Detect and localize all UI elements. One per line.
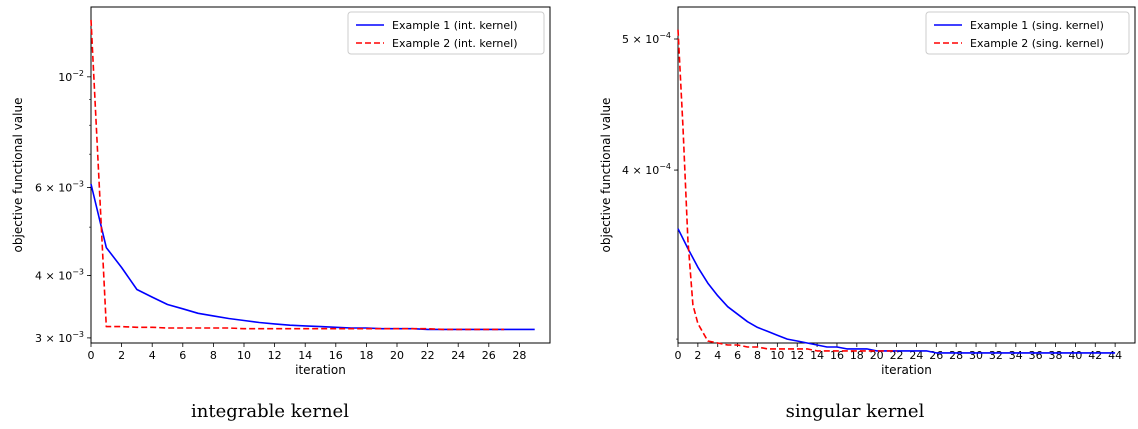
x-tick-label: 10 <box>237 349 251 362</box>
legend-label-1: Example 1 (sing. kernel) <box>970 19 1104 32</box>
x-tick-label: 42 <box>1088 349 1102 362</box>
x-tick-label: 44 <box>1108 349 1122 362</box>
x-tick-label: 2 <box>694 349 701 362</box>
legend-box <box>925 11 1130 55</box>
x-tick-label: 0 <box>675 349 682 362</box>
x-tick-label: 2 <box>118 349 125 362</box>
panel-caption: integrable kernel <box>191 401 349 422</box>
panel-caption: singular kernel <box>786 401 925 422</box>
y-tick-label: 5 × 10−4 <box>622 31 671 46</box>
x-tick-label: 24 <box>909 349 923 362</box>
x-tick-label: 12 <box>790 349 804 362</box>
x-tick-label: 10 <box>770 349 784 362</box>
x-tick-label: 18 <box>359 349 373 362</box>
x-tick-label: 18 <box>850 349 864 362</box>
chart-panel-2: 0 2 4 6 8 10 12 14 16 18 20 22 24 26 28 30 32 34 36 38 40 42 4… <box>599 6 1136 422</box>
series-line-2 <box>90 19 505 331</box>
x-tick-label: 8 <box>754 349 761 362</box>
x-tick-label: 6 <box>179 349 186 362</box>
legend-box <box>347 11 545 55</box>
x-axis-label: iteration <box>295 363 346 377</box>
x-tick-label: 26 <box>929 349 943 362</box>
y-axis-label: objective functional value <box>11 98 25 253</box>
x-tick-label: 16 <box>830 349 844 362</box>
x-tick-label: 28 <box>949 349 963 362</box>
x-tick-label: 4 <box>149 349 156 362</box>
x-tick-label: 4 <box>714 349 721 362</box>
x-tick-label: 6 <box>734 349 741 362</box>
x-tick-label: 20 <box>390 349 404 362</box>
x-tick-label: 34 <box>1009 349 1023 362</box>
x-tick-label: 38 <box>1049 349 1063 362</box>
x-tick-label: 24 <box>451 349 465 362</box>
legend: Example 1 (int. kernel) Example 2 (int. k… <box>347 11 545 55</box>
x-tick-label: 26 <box>482 349 496 362</box>
y-axis-label: objective functional value <box>599 98 613 253</box>
x-tick-label: 14 <box>298 349 312 362</box>
legend-label-1: Example 1 (int. kernel) <box>392 19 518 32</box>
x-tick-label: 12 <box>268 349 282 362</box>
y-tick-label: 3 × 10−3 <box>35 330 84 345</box>
y-tick-label: 6 × 10−3 <box>35 180 84 195</box>
x-tick-label: 30 <box>969 349 983 362</box>
x-tick-label: 20 <box>870 349 884 362</box>
x-tick-label: 8 <box>210 349 217 362</box>
x-tick-label: 40 <box>1068 349 1082 362</box>
x-tick-label: 14 <box>810 349 824 362</box>
legend-label-2: Example 2 (int. kernel) <box>392 37 518 50</box>
plot-frame <box>677 6 1136 344</box>
y-tick-label: 10−2 <box>58 69 84 84</box>
series-line-1 <box>90 183 535 331</box>
chart-panel-1: 0 2 4 6 8 10 12 14 16 18 20 22 24 26 283 × 10−34 × 10−… <box>11 6 551 422</box>
series-line-2 <box>677 29 897 352</box>
legend-label-2: Example 2 (sing. kernel) <box>970 37 1104 50</box>
x-axis-label: iteration <box>881 363 932 377</box>
x-tick-label: 32 <box>989 349 1003 362</box>
legend: Example 1 (sing. kernel) Example 2 (sing.… <box>925 11 1130 55</box>
x-tick-label: 22 <box>421 349 435 362</box>
x-tick-label: 28 <box>512 349 526 362</box>
series-line-1 <box>677 228 1116 354</box>
x-tick-label: 16 <box>329 349 343 362</box>
y-tick-label: 4 × 10−3 <box>35 268 84 283</box>
x-tick-label: 0 <box>88 349 95 362</box>
y-tick-label: 4 × 10−4 <box>622 162 671 177</box>
x-tick-label: 36 <box>1029 349 1043 362</box>
plot-frame <box>90 6 551 344</box>
x-tick-label: 22 <box>890 349 904 362</box>
